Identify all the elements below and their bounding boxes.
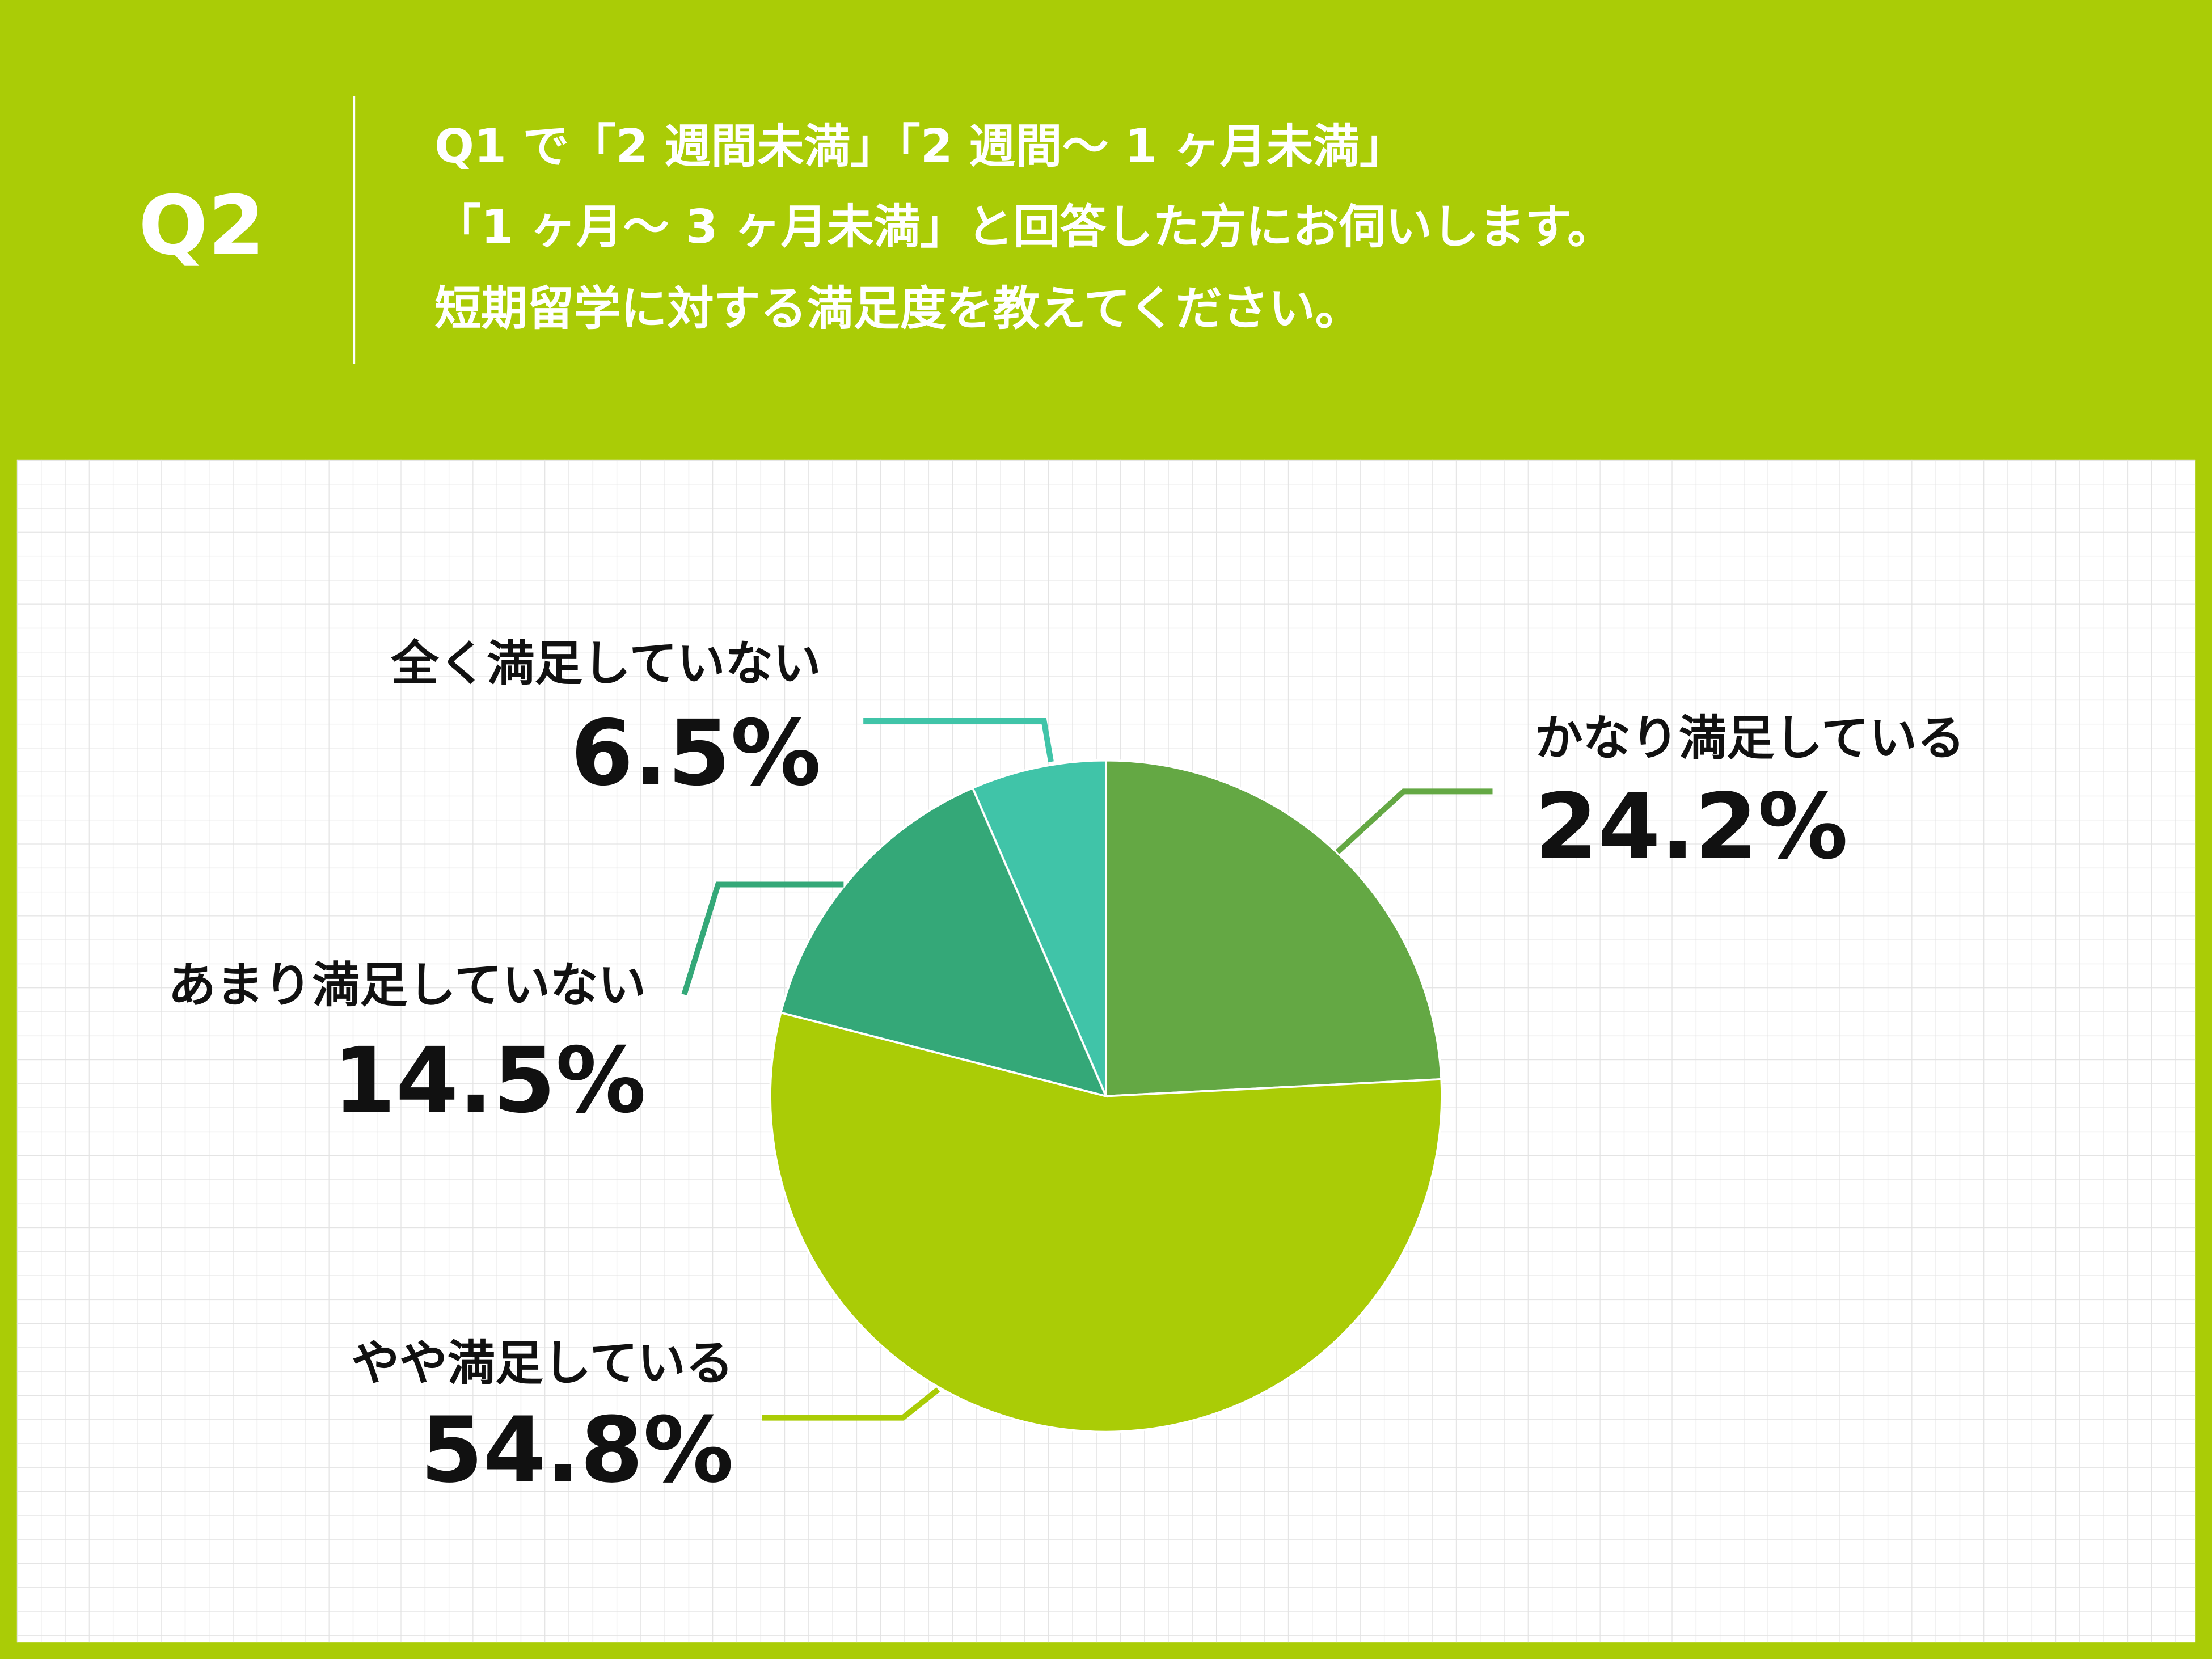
- slice-label: あまり満足していない: [168, 957, 646, 1013]
- pie-slice: [779, 786, 1108, 1098]
- slice-label: 全く満足していない: [390, 636, 821, 691]
- leader-line: [762, 1387, 940, 1421]
- question-line: Q1 で「2 週間未満」「2 週間〜 1 ヶ月未満」: [434, 120, 1406, 174]
- slice-value: 6.5%: [571, 700, 821, 806]
- leader-line: [1335, 788, 1493, 854]
- slice-value: 24.2%: [1535, 774, 1848, 879]
- leader-line: [863, 718, 1054, 762]
- question-line: 「1 ヶ月〜 3 ヶ月未満」と回答した方にお伺いします。: [434, 200, 1614, 254]
- slice-value: 14.5%: [333, 1028, 646, 1133]
- question-line: 短期留学に対する満足度を教えてください。: [434, 282, 1362, 336]
- leader-line: [681, 881, 844, 995]
- slice-value: 54.8%: [420, 1398, 733, 1503]
- slice-label: かなり満足している: [1535, 711, 1965, 766]
- pie-slice: [971, 759, 1107, 1097]
- slice-label: やや満足している: [352, 1336, 734, 1391]
- badge: Q2: [138, 179, 265, 274]
- pie-slice: [769, 1011, 1443, 1433]
- pie-slice: [1105, 759, 1443, 1097]
